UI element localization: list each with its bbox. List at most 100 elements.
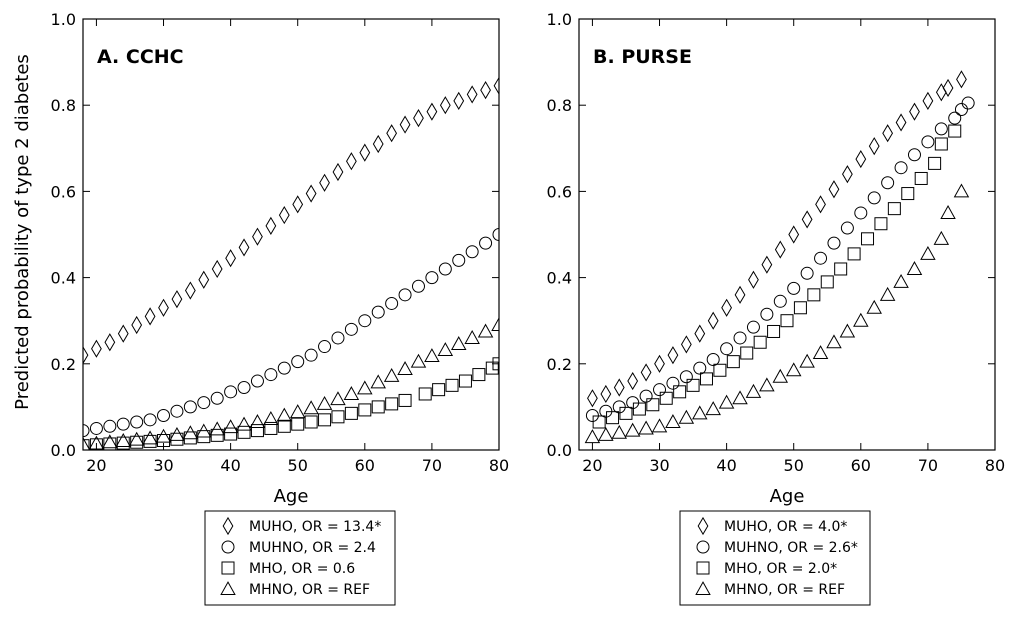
point-a-circle-7 xyxy=(170,404,184,418)
point-b-diamond-5 xyxy=(654,354,665,373)
point-a-circle-21 xyxy=(358,314,372,328)
y-tick-label-b-2: 0.4 xyxy=(547,269,572,288)
point-a-triangle-20 xyxy=(343,386,360,400)
point-a-triangle-23 xyxy=(383,367,400,382)
point-b-square-8 xyxy=(699,372,713,386)
point-b-diamond-10 xyxy=(721,298,732,317)
legend-marker-a-1 xyxy=(221,540,235,554)
point-b-square-0 xyxy=(592,415,606,429)
x-tick-label-b-0: 20 xyxy=(582,456,602,475)
point-a-diamond-19 xyxy=(332,162,344,182)
point-b-circle-27 xyxy=(948,111,962,125)
point-b-circle-7 xyxy=(679,370,693,384)
point-b-circle-5 xyxy=(653,383,667,397)
point-b-square-11 xyxy=(740,346,754,360)
point-a-circle-22 xyxy=(371,305,385,319)
point-b-diamond-16 xyxy=(801,210,813,229)
point-b-diamond-0 xyxy=(587,389,598,408)
point-a-square-24 xyxy=(398,393,412,407)
point-a-square-5 xyxy=(143,434,157,448)
point-a-circle-24 xyxy=(398,288,412,302)
point-b-circle-18 xyxy=(827,236,841,250)
point-b-circle-14 xyxy=(773,294,787,308)
point-b-triangle-11 xyxy=(732,390,748,405)
point-a-circle-10 xyxy=(210,391,224,405)
point-b-diamond-22 xyxy=(882,124,894,143)
point-a-triangle-11 xyxy=(222,419,239,434)
legend-a: MUHO, OR = 13.4* MUHNO, OR = 2.4 MHO, OR =… xyxy=(204,510,396,606)
point-b-diamond-23 xyxy=(895,113,907,132)
point-a-circle-30 xyxy=(479,236,493,250)
point-a-square-30 xyxy=(485,361,499,375)
x-tick-label-a-6: 80 xyxy=(489,456,509,475)
point-b-diamond-2 xyxy=(613,378,625,397)
point-a-triangle-29 xyxy=(464,330,480,344)
point-a-square-4 xyxy=(130,435,144,449)
point-a-diamond-12 xyxy=(238,238,250,257)
point-b-circle-26 xyxy=(934,122,948,136)
legend-label-a-1: MUHNO, OR = 2.4 xyxy=(249,540,376,556)
point-a-square-10 xyxy=(210,428,224,442)
point-b-square-7 xyxy=(686,378,700,392)
point-a-square-14 xyxy=(264,421,278,435)
point-a-diamond-4 xyxy=(131,315,143,335)
y-tick-label-b-5: 1.0 xyxy=(547,10,572,29)
legend-label-b-1: MUHNO, OR = 2.6* xyxy=(724,540,858,556)
point-a-triangle-31 xyxy=(491,317,499,332)
point-b-square-4 xyxy=(646,398,660,412)
point-b-circle-11 xyxy=(733,331,747,345)
point-a-diamond-0 xyxy=(83,346,89,365)
point-a-diamond-17 xyxy=(305,184,317,203)
point-b-circle-29 xyxy=(961,96,975,110)
point-a-square-15 xyxy=(277,419,291,433)
series-b-triangle xyxy=(584,183,970,444)
y-axis-label: Predicted probability of type 2 diabetes xyxy=(12,54,33,410)
point-b-diamond-12 xyxy=(748,270,759,289)
point-b-triangle-27 xyxy=(940,205,956,219)
series-b-diamond xyxy=(587,70,967,408)
point-a-diamond-11 xyxy=(225,249,236,268)
point-a-circle-19 xyxy=(331,331,345,345)
point-a-triangle-2 xyxy=(102,434,118,449)
x-tick-label-b-3: 50 xyxy=(784,456,804,475)
legend-marker-a-2 xyxy=(221,561,235,575)
point-b-circle-24 xyxy=(907,148,921,162)
point-a-square-13 xyxy=(250,424,264,438)
point-b-triangle-17 xyxy=(812,345,829,360)
series-a-triangle xyxy=(83,317,499,450)
point-a-circle-20 xyxy=(344,322,358,336)
point-b-diamond-19 xyxy=(842,165,853,184)
point-a-circle-8 xyxy=(183,400,197,414)
point-a-circle-11 xyxy=(224,385,238,399)
point-b-square-3 xyxy=(632,402,646,416)
point-a-triangle-8 xyxy=(182,425,199,440)
point-b-diamond-25 xyxy=(922,91,934,110)
point-b-triangle-24 xyxy=(906,261,923,275)
point-a-square-3 xyxy=(116,436,130,450)
point-b-triangle-2 xyxy=(611,424,628,439)
point-a-diamond-24 xyxy=(399,115,411,134)
point-b-square-16 xyxy=(807,288,821,302)
point-b-diamond-20 xyxy=(855,149,867,169)
point-a-diamond-26 xyxy=(426,102,438,121)
series-a-diamond xyxy=(83,76,499,365)
point-b-square-13 xyxy=(767,324,781,338)
point-b-diamond-4 xyxy=(640,363,652,382)
point-a-circle-0 xyxy=(83,424,90,438)
y-tick-label-b-0: 0.0 xyxy=(547,441,572,460)
point-b-square-27 xyxy=(948,124,962,138)
point-b-circle-28 xyxy=(954,103,968,117)
point-a-circle-27 xyxy=(438,262,452,276)
legend-label-b-2: MHO, OR = 2.0* xyxy=(724,561,837,577)
point-a-square-28 xyxy=(458,374,472,388)
point-a-square-27 xyxy=(445,378,459,392)
x-tick-label-a-2: 40 xyxy=(220,456,240,475)
x-axis-label-b: Age xyxy=(770,486,805,507)
point-a-triangle-19 xyxy=(330,391,346,406)
point-b-triangle-16 xyxy=(799,353,815,368)
series-b-circle xyxy=(585,96,975,423)
panel-title-b: B. PURSE xyxy=(593,46,692,68)
point-a-triangle-24 xyxy=(397,361,413,375)
y-tick-label-b-4: 0.8 xyxy=(547,96,572,115)
